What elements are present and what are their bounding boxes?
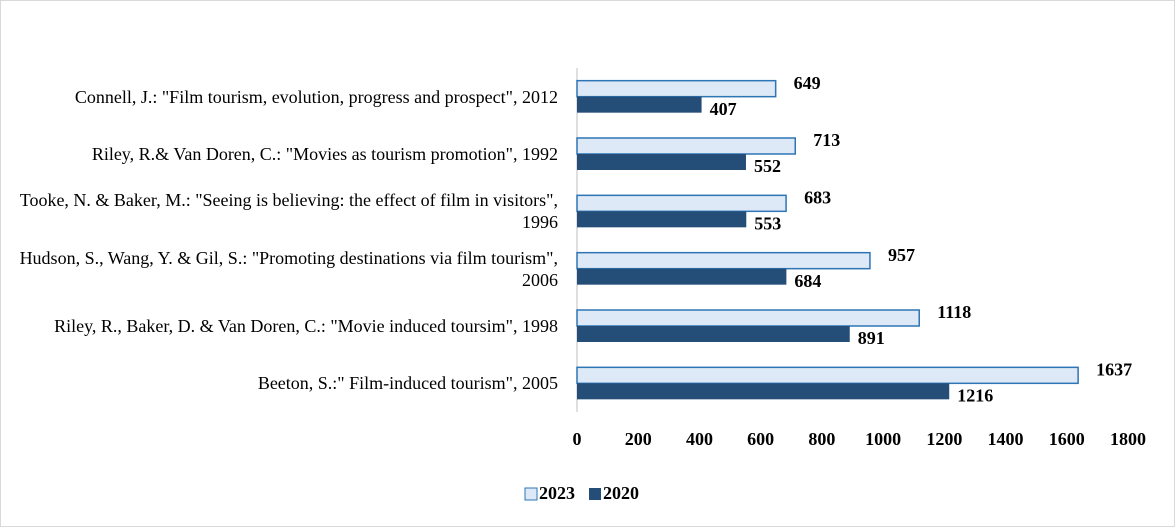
category-label: Beeton, S.:" Film-induced tourism", 2005 bbox=[257, 373, 558, 394]
bar bbox=[576, 79, 777, 98]
data-label: 407 bbox=[710, 99, 737, 119]
x-tick-label: 1400 bbox=[988, 429, 1024, 449]
category-label: Tooke, N. & Baker, M.: "Seeing is believ… bbox=[19, 190, 558, 233]
data-label: 891 bbox=[858, 328, 885, 348]
bar bbox=[576, 251, 871, 270]
bar bbox=[576, 137, 797, 155]
category-label: Connell, J.: "Film tourism, evolution, p… bbox=[74, 86, 558, 107]
x-tick-label: 800 bbox=[808, 429, 835, 449]
bar bbox=[576, 309, 920, 327]
bar bbox=[577, 96, 702, 113]
bar bbox=[576, 366, 1079, 385]
legend-label: 2023 bbox=[539, 483, 575, 503]
category-label: Hudson, S., Wang, Y. & Gil, S.: "Promoti… bbox=[19, 247, 558, 290]
legend-swatch bbox=[589, 488, 601, 500]
data-label: 1637 bbox=[1096, 359, 1132, 379]
x-tick-label: 1200 bbox=[926, 429, 962, 449]
data-label: 683 bbox=[804, 187, 831, 207]
legend-swatch bbox=[524, 487, 538, 501]
x-tick-label: 0 bbox=[573, 429, 582, 449]
category-label: Riley, R.& Van Doren, C.: "Movies as tou… bbox=[91, 143, 558, 164]
x-tick-label: 400 bbox=[686, 429, 713, 449]
x-tick-label: 1800 bbox=[1110, 429, 1146, 449]
bar bbox=[577, 211, 747, 228]
bar bbox=[577, 154, 746, 170]
x-tick-label: 600 bbox=[747, 429, 774, 449]
bar bbox=[576, 194, 787, 213]
data-label: 1216 bbox=[957, 385, 993, 405]
data-label: 684 bbox=[794, 271, 821, 291]
bar bbox=[577, 268, 787, 285]
bar bbox=[577, 383, 950, 400]
x-tick-label: 200 bbox=[625, 429, 652, 449]
legend-label: 2020 bbox=[603, 483, 639, 503]
x-tick-label: 1000 bbox=[865, 429, 901, 449]
category-label: Riley, R., Baker, D. & Van Doren, C.: "M… bbox=[54, 315, 558, 336]
data-label: 553 bbox=[754, 213, 781, 233]
data-label: 713 bbox=[813, 130, 840, 150]
data-label: 957 bbox=[888, 245, 915, 265]
bar bbox=[577, 326, 850, 342]
data-label: 1118 bbox=[937, 302, 971, 322]
x-tick-label: 1600 bbox=[1049, 429, 1085, 449]
data-label: 552 bbox=[754, 156, 781, 176]
data-label: 649 bbox=[794, 73, 821, 93]
